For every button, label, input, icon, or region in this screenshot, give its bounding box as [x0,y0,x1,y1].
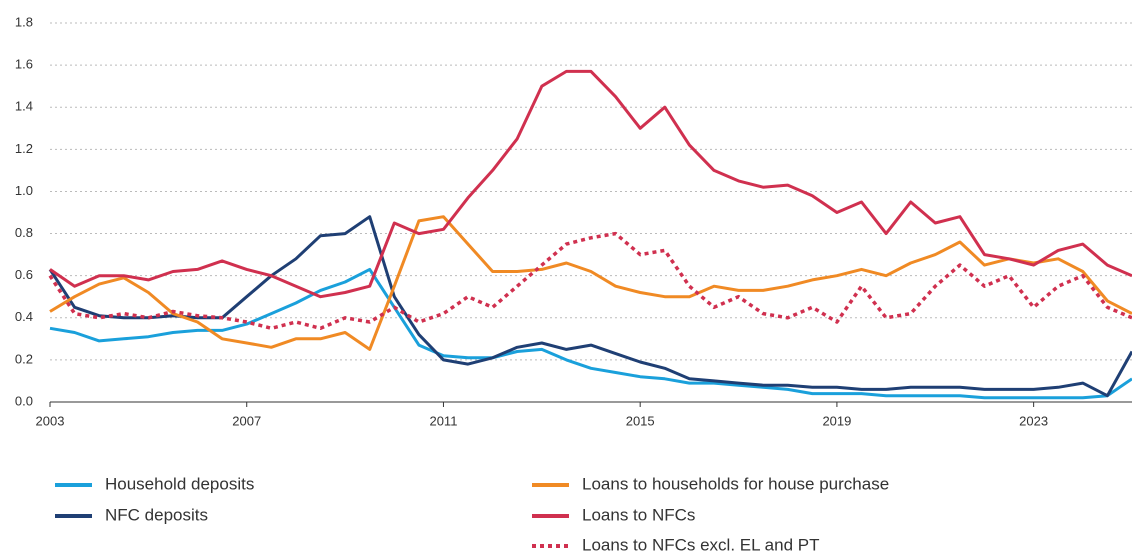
y-tick-label: 1.2 [15,141,33,156]
series-line [49,69,1132,299]
legend-label: Loans to NFCs [582,505,695,524]
y-tick-label: 1.0 [15,183,33,198]
y-tick-label: 0.6 [15,267,33,282]
legend-label: Loans to NFCs excl. EL and PT [582,535,819,553]
legend-label: Household deposits [105,474,254,493]
x-tick-label: 2019 [822,413,851,428]
series-line [49,215,1132,351]
x-tick-label: 2011 [429,413,457,428]
x-tick-label: 2015 [626,413,655,428]
series-line [48,215,1132,398]
x-tick-label: 2003 [36,413,65,428]
x-tick-label: 2023 [1019,413,1048,428]
x-tick-label: 2007 [232,413,261,428]
y-tick-label: 0.0 [15,393,33,408]
series-line [48,231,1132,331]
y-tick-label: 0.4 [15,309,33,324]
legend-label: Loans to households for house purchase [582,474,889,493]
y-tick-label: 1.4 [15,99,33,114]
legend-label: NFC deposits [105,505,208,524]
y-tick-label: 1.6 [15,57,33,72]
y-tick-label: 0.8 [15,225,33,240]
y-tick-label: 1.8 [15,14,33,29]
series-line [49,267,1132,400]
y-tick-label: 0.2 [15,351,33,366]
